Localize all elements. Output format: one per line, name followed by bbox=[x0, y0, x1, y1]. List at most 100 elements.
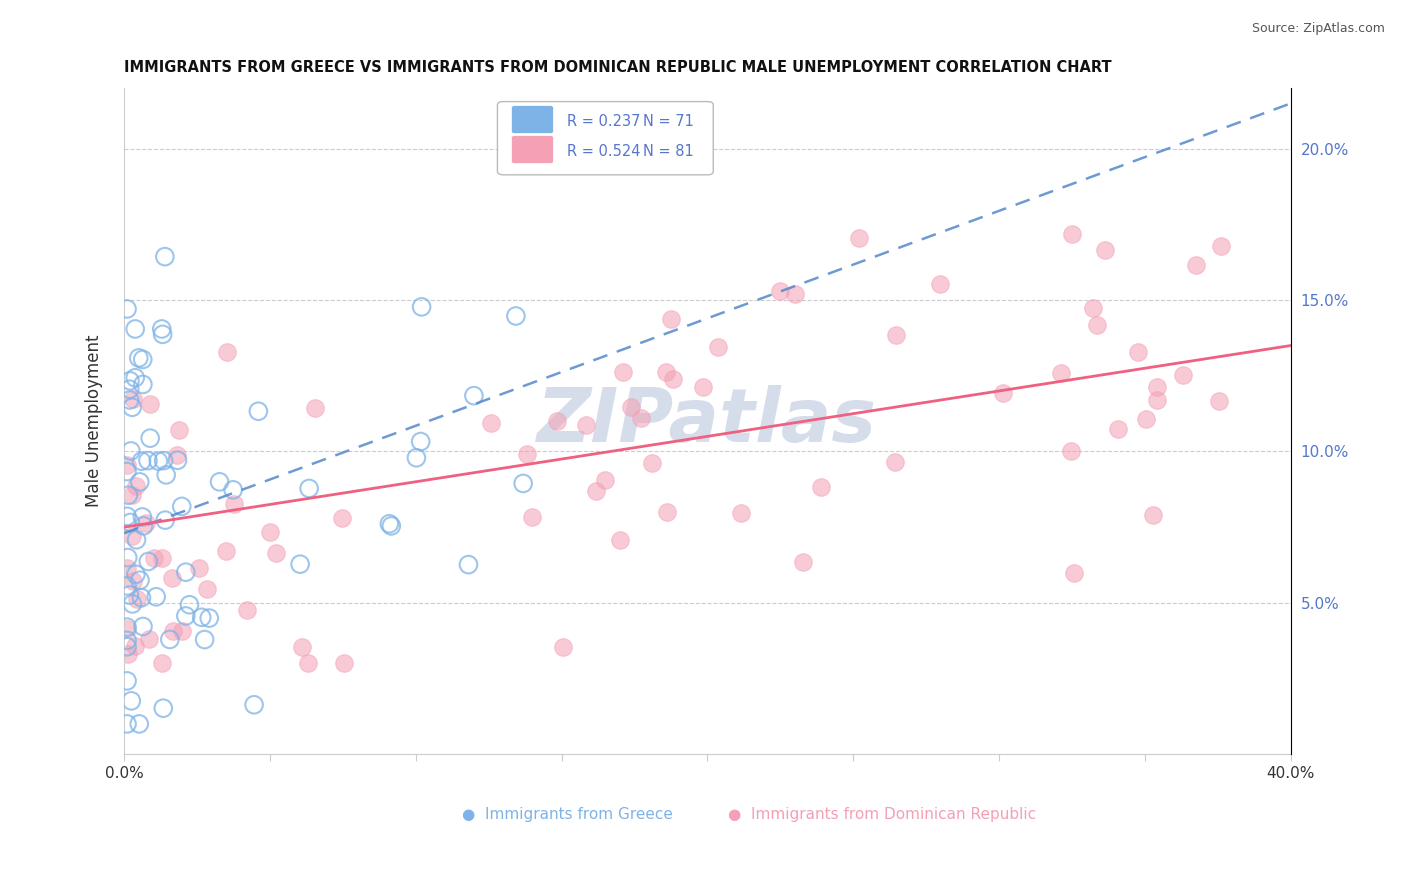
Point bbox=[132, 352, 155, 367]
Point bbox=[630, 410, 652, 425]
Point bbox=[166, 453, 188, 467]
Point bbox=[148, 454, 170, 468]
Point bbox=[118, 382, 141, 396]
Text: N = 81: N = 81 bbox=[644, 144, 695, 159]
Point bbox=[120, 516, 142, 530]
Point bbox=[115, 717, 138, 731]
Point bbox=[332, 657, 354, 671]
Text: IMMIGRANTS FROM GREECE VS IMMIGRANTS FROM DOMINICAN REPUBLIC MALE UNEMPLOYMENT C: IMMIGRANTS FROM GREECE VS IMMIGRANTS FRO… bbox=[124, 60, 1112, 75]
FancyBboxPatch shape bbox=[512, 105, 554, 134]
FancyBboxPatch shape bbox=[512, 136, 554, 163]
Point bbox=[1142, 508, 1164, 522]
Point bbox=[152, 453, 174, 467]
Point bbox=[215, 345, 238, 359]
Point bbox=[115, 620, 138, 634]
Point bbox=[162, 624, 184, 639]
Point bbox=[1173, 368, 1195, 383]
Point bbox=[152, 701, 174, 715]
Point bbox=[266, 546, 288, 560]
Point bbox=[457, 558, 479, 572]
Point bbox=[659, 311, 682, 326]
Point bbox=[170, 500, 193, 514]
Point bbox=[522, 509, 544, 524]
Point bbox=[131, 454, 153, 468]
Point bbox=[692, 379, 714, 393]
Point bbox=[139, 431, 162, 445]
Point bbox=[117, 648, 139, 662]
Point bbox=[115, 458, 138, 472]
Point bbox=[1081, 301, 1104, 315]
Text: R = 0.524: R = 0.524 bbox=[568, 144, 641, 159]
Point bbox=[1060, 443, 1083, 458]
Point bbox=[1049, 366, 1071, 380]
Point bbox=[593, 473, 616, 487]
Point bbox=[150, 322, 173, 336]
Point bbox=[657, 505, 679, 519]
Point bbox=[655, 365, 678, 379]
Point bbox=[152, 327, 174, 342]
Point bbox=[115, 622, 138, 636]
Point bbox=[848, 231, 870, 245]
Point bbox=[993, 385, 1015, 400]
Point bbox=[118, 588, 141, 602]
Point bbox=[152, 657, 174, 671]
Point bbox=[1146, 392, 1168, 407]
Point bbox=[125, 567, 148, 582]
Point bbox=[1094, 244, 1116, 258]
Point bbox=[121, 401, 143, 415]
FancyBboxPatch shape bbox=[498, 102, 713, 175]
Point bbox=[378, 516, 401, 531]
Point bbox=[132, 377, 155, 392]
Point bbox=[662, 372, 685, 386]
Point bbox=[463, 389, 485, 403]
Point bbox=[884, 327, 907, 342]
Point bbox=[115, 633, 138, 648]
Point bbox=[138, 632, 160, 646]
Point bbox=[884, 455, 907, 469]
Point bbox=[291, 640, 314, 654]
Point bbox=[551, 640, 574, 655]
Point bbox=[409, 434, 432, 449]
Point bbox=[1135, 412, 1157, 426]
Text: ZIPatlas: ZIPatlas bbox=[537, 384, 877, 458]
Point bbox=[122, 574, 145, 588]
Text: N = 71: N = 71 bbox=[644, 114, 695, 129]
Point bbox=[136, 554, 159, 568]
Point bbox=[131, 510, 153, 524]
Point bbox=[1107, 422, 1129, 436]
Point bbox=[288, 557, 311, 571]
Point bbox=[194, 632, 217, 647]
Point bbox=[124, 639, 146, 653]
Point bbox=[641, 456, 664, 470]
Point bbox=[115, 561, 138, 575]
Point bbox=[115, 673, 138, 688]
Point bbox=[135, 516, 157, 530]
Point bbox=[155, 467, 177, 482]
Point bbox=[512, 476, 534, 491]
Point bbox=[132, 619, 155, 633]
Text: Source: ZipAtlas.com: Source: ZipAtlas.com bbox=[1251, 22, 1385, 36]
Point bbox=[405, 450, 427, 465]
Point bbox=[187, 561, 209, 575]
Point bbox=[118, 374, 141, 388]
Point bbox=[159, 632, 181, 647]
Point bbox=[330, 510, 353, 524]
Point bbox=[1146, 380, 1168, 394]
Point bbox=[153, 250, 176, 264]
Point bbox=[222, 483, 245, 497]
Point bbox=[769, 285, 792, 299]
Point bbox=[129, 573, 152, 587]
Point bbox=[125, 533, 148, 547]
Point bbox=[167, 423, 190, 437]
Point bbox=[1211, 239, 1233, 253]
Point bbox=[259, 525, 281, 540]
Point bbox=[585, 483, 607, 498]
Point bbox=[115, 465, 138, 479]
Point bbox=[120, 444, 142, 458]
Point bbox=[125, 479, 148, 493]
Point bbox=[198, 611, 221, 625]
Point bbox=[1128, 345, 1150, 359]
Point bbox=[620, 400, 643, 414]
Point bbox=[128, 351, 150, 365]
Point bbox=[298, 482, 321, 496]
